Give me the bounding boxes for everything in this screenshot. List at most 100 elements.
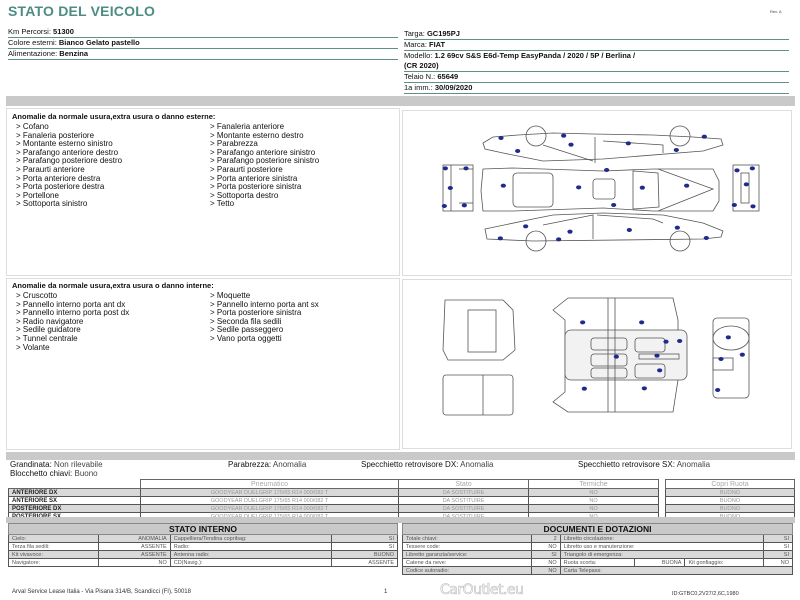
damage-marker[interactable] <box>442 166 448 171</box>
damage-marker[interactable] <box>625 141 631 146</box>
specchietto-dx: Specchietto retrovisore DX: Anomalia <box>361 461 494 469</box>
tyre-model: GOODYEAR DUELGRIP 175/65 R14 000/082 T <box>140 496 399 505</box>
damage-marker[interactable] <box>515 149 521 153</box>
alimentazione-row: Alimentazione: Benzina <box>8 49 398 60</box>
damage-marker[interactable] <box>673 148 679 152</box>
alimentazione-label: Alimentazione: <box>8 49 58 58</box>
damage-marker[interactable] <box>523 224 529 229</box>
damage-marker[interactable] <box>674 225 680 230</box>
damage-marker[interactable] <box>725 335 731 340</box>
damage-marker[interactable] <box>567 229 573 234</box>
damage-marker[interactable] <box>677 339 683 343</box>
damage-marker[interactable] <box>498 136 504 140</box>
marca-label: Marca: <box>404 40 427 49</box>
modello-value-cont: (CR 2020) <box>404 61 439 70</box>
interior-diagram-panel <box>402 279 792 449</box>
damage-marker[interactable] <box>750 204 756 209</box>
damage-marker[interactable] <box>663 339 669 344</box>
damage-marker[interactable] <box>556 237 562 242</box>
damage-item: > Parabrezza <box>210 139 258 149</box>
item-label: Tessere code: <box>402 542 532 551</box>
codice-row: Codice autoradio: NO Carta Telepass: <box>402 566 794 575</box>
damage-marker[interactable] <box>604 168 610 172</box>
item-value: SI <box>763 542 793 551</box>
damage-item: > Moquette <box>210 291 251 300</box>
item-label: Cielo: <box>7 534 100 543</box>
specchietto-sx-value: Anomalia <box>676 460 711 469</box>
item-label: Libretto circolazione: <box>559 534 765 543</box>
item-label: Libretto uso e manutenzione: <box>559 542 765 551</box>
damage-marker[interactable] <box>497 236 503 241</box>
col-stato: Stato <box>398 479 529 489</box>
tyres-table: Pneumatico Stato Termiche ANTERIORE DX GOOD… <box>8 479 659 521</box>
damage-marker[interactable] <box>580 320 586 325</box>
exterior-diagram-panel <box>402 110 792 276</box>
copri-ruota-table: Copri Ruota BUONOBUONOBUONOBUONO <box>665 479 795 521</box>
item-value: SI <box>763 550 793 559</box>
damage-marker[interactable] <box>568 142 574 147</box>
damage-marker[interactable] <box>441 204 447 208</box>
damage-marker[interactable] <box>639 320 645 325</box>
damage-marker[interactable] <box>701 134 707 139</box>
colore-label: Colore esterni: <box>8 38 57 47</box>
damage-marker[interactable] <box>718 357 724 361</box>
item-value: NO <box>763 558 793 567</box>
damage-marker[interactable] <box>739 352 745 357</box>
damage-item: > Porta anteriore sinistra <box>210 173 298 183</box>
damage-marker[interactable] <box>639 185 645 190</box>
damage-marker[interactable] <box>749 166 755 171</box>
item-label: Terza fila sedili: <box>7 542 100 551</box>
damage-marker[interactable] <box>613 354 619 359</box>
damage-marker[interactable] <box>611 203 617 207</box>
parabrezza-value: Anomalia <box>272 460 307 469</box>
specchietto-sx-label: Specchietto retrovisore SX: <box>578 460 675 469</box>
damage-marker[interactable] <box>500 183 506 188</box>
damage-marker[interactable] <box>654 353 660 358</box>
damage-item: > Fanaleria anteriore <box>210 122 285 131</box>
damage-marker[interactable] <box>731 203 737 207</box>
damage-marker[interactable] <box>684 183 690 188</box>
stato-interno-row: Kit vivavoce: ASSENTE Antenna radio: BUONO <box>7 550 399 559</box>
damage-marker[interactable] <box>715 388 721 392</box>
damage-marker[interactable] <box>641 386 647 391</box>
damage-item: > Cofano <box>16 122 49 131</box>
damage-marker[interactable] <box>626 228 632 232</box>
item-label: Catene da neve: <box>402 558 532 567</box>
damage-marker[interactable] <box>734 168 740 173</box>
damage-marker[interactable] <box>447 186 453 190</box>
item-label: Carta Telepass: <box>559 566 794 575</box>
item-label: Totale chiavi: <box>402 534 532 543</box>
documenti-row: Tessere code: NO Libretto uso e manutenzio… <box>402 542 793 551</box>
targa-row: Targa: GC195PJ <box>404 29 789 40</box>
item-value: ASSENTE <box>330 558 399 567</box>
damage-marker[interactable] <box>576 185 582 190</box>
tyre-row: ANTERIORE DX GOODYEAR DUELGRIP 175/65 R14… <box>8 488 659 497</box>
damage-item: > Parafango posteriore destro <box>16 156 123 166</box>
specchietto-dx-value: Anomalia <box>460 460 494 469</box>
parabrezza-label: Parabrezza: <box>228 460 272 469</box>
damage-marker[interactable] <box>703 236 709 240</box>
exterior-text-panel <box>6 108 400 276</box>
item-value: ASSENTE <box>98 542 171 551</box>
tyre-model: GOODYEAR DUELGRIP 175/65 R14 000/082 T <box>140 488 399 497</box>
damage-marker[interactable] <box>463 166 469 171</box>
documenti-title: DOCUMENTI E DOTAZIONI <box>402 523 793 535</box>
damage-item: > Porta posteriore sinistra <box>210 182 302 192</box>
imm-value: 30/09/2020 <box>434 83 473 92</box>
km-row: Km Percorsi: 51300 <box>8 27 398 38</box>
item-value: NO <box>530 558 561 567</box>
damage-marker[interactable] <box>561 133 567 138</box>
specchietto-sx: Specchietto retrovisore SX: Anomalia <box>578 461 710 469</box>
damage-item: > Pannello interno porta ant sx <box>210 299 319 309</box>
damage-item: > Sedile passeggero <box>210 325 284 335</box>
damage-item: > Sottoporta destro <box>210 190 279 200</box>
telaio-value: 65649 <box>437 72 459 81</box>
page-title: STATO DEL VEICOLO <box>8 3 156 19</box>
damage-item: > Fanaleria posteriore <box>16 130 95 140</box>
damage-marker[interactable] <box>581 386 587 391</box>
damage-marker[interactable] <box>743 182 749 187</box>
exterior-list-col2: > Fanaleria anteriore > Montante esterno … <box>210 122 319 209</box>
damage-marker[interactable] <box>657 368 663 373</box>
damage-marker[interactable] <box>461 203 467 208</box>
section-divider <box>6 96 795 106</box>
